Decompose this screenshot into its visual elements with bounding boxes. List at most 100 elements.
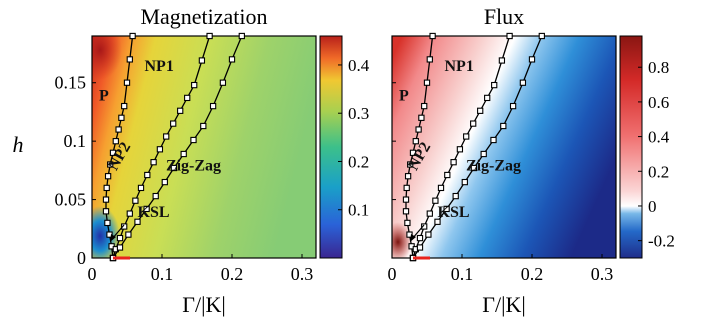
boundary-marker	[170, 120, 177, 127]
boundary-marker	[461, 178, 468, 186]
boundary-marker	[412, 138, 419, 145]
boundary-marker	[538, 32, 545, 40]
x-tick-label: 0.3	[591, 264, 614, 284]
boundary-marker	[144, 171, 151, 179]
flux-axes-frame	[391, 35, 617, 259]
y-tick-label: 0	[77, 248, 86, 268]
boundary-marker	[425, 231, 432, 238]
flux-high-region	[392, 222, 412, 258]
magnetization-phase-boundaries	[102, 32, 245, 262]
region-label-ksl: KSL	[438, 204, 470, 221]
boundary-marker	[104, 219, 111, 227]
x-tick-label: 0.1	[451, 264, 474, 284]
boundary-marker	[116, 244, 124, 251]
boundary-marker	[480, 150, 487, 158]
flux-xlabel: Γ/|K|	[482, 292, 526, 317]
x-tick-label: 0.2	[521, 264, 544, 284]
boundary-marker	[416, 244, 424, 251]
boundary-marker	[491, 81, 498, 89]
boundary-marker	[112, 138, 119, 145]
boundary-marker	[115, 126, 122, 133]
boundary-marker	[484, 94, 491, 102]
region-label-ksl: KSL	[138, 204, 170, 221]
boundary-marker	[490, 136, 497, 144]
boundary-marker	[426, 210, 433, 217]
boundary-marker	[198, 57, 206, 64]
colorbar-tick-label: 0.3	[348, 104, 369, 123]
y-tick-label: 0.05	[55, 190, 87, 210]
boundary-marker	[102, 196, 110, 203]
flux-x-ticks: 0 0.1 0.2 0.3	[388, 254, 614, 284]
y-tick-label: 0.15	[55, 73, 87, 93]
boundary-marker	[403, 184, 410, 192]
boundary-marker	[132, 197, 139, 204]
region-label-p: P	[99, 87, 109, 104]
boundary-marker	[184, 94, 191, 102]
boundary-marker	[106, 231, 113, 238]
boundary-marker	[421, 223, 428, 230]
flux-heatmap	[392, 36, 616, 258]
boundary-marker	[415, 126, 422, 133]
magnetization-axes-frame	[91, 35, 317, 259]
boundary-marker	[423, 79, 431, 86]
boundary-marker	[429, 32, 436, 40]
colorbar-tick-label: 0.2	[348, 152, 369, 171]
boundary-marker	[177, 107, 184, 114]
boundary-marker	[190, 136, 197, 144]
boundary-marker	[143, 205, 150, 213]
boundary-marker	[238, 32, 245, 40]
x-tick-label: 0.1	[151, 264, 174, 284]
boundary-marker	[470, 164, 478, 172]
boundary-marker	[156, 146, 164, 153]
boundary-marker	[432, 197, 439, 204]
boundary-marker	[402, 196, 410, 203]
boundary-marker	[402, 208, 410, 215]
boundary-marker	[104, 173, 112, 180]
colorbar-tick-label: -0.2	[648, 232, 675, 251]
boundary-marker	[434, 218, 441, 225]
boundary-marker	[209, 102, 217, 110]
flux-y-ticks	[392, 82, 396, 259]
boundary-marker	[421, 102, 428, 110]
boundary-marker	[450, 159, 457, 166]
boundary-marker	[118, 114, 125, 121]
boundary-marker	[103, 184, 110, 192]
x-tick-label: 0	[388, 264, 397, 284]
colorbar-tick-label: 0.4	[648, 128, 670, 147]
boundary-marker	[416, 234, 424, 242]
boundary-marker	[126, 56, 133, 63]
region-label-np1: NP1	[145, 58, 174, 75]
region-label-zig-zag: Zig-Zag	[166, 157, 221, 174]
magnetization-colorbar	[319, 35, 343, 259]
boundary-marker	[219, 79, 227, 86]
boundary-marker	[444, 171, 451, 179]
boundary-marker	[409, 149, 417, 156]
region-label-p: P	[399, 87, 409, 104]
magnetization-ylabel: h	[13, 132, 24, 157]
boundary-marker	[123, 79, 131, 86]
boundary-marker	[404, 173, 412, 180]
boundary-marker	[477, 107, 484, 114]
y-tick-label: 0.1	[64, 131, 87, 151]
colorbar-tick-label: 0.4	[348, 56, 370, 75]
colorbar-tick-label: 0.6	[648, 93, 669, 112]
boundary-marker	[463, 133, 470, 140]
boundary-marker	[404, 219, 411, 227]
magnetization-high-region	[92, 36, 122, 80]
boundary-marker	[163, 133, 170, 140]
boundary-marker	[470, 120, 477, 127]
boundary-marker	[443, 205, 450, 213]
boundary-marker	[152, 192, 159, 200]
boundary-marker	[426, 56, 433, 63]
boundary-marker	[452, 192, 459, 200]
flux-title: Flux	[484, 4, 524, 29]
x-tick-label: 0	[88, 264, 97, 284]
magnetization-title: Magnetization	[140, 4, 267, 29]
boundary-marker	[500, 122, 507, 130]
boundary-marker	[161, 178, 168, 186]
magnetization-xlabel: Γ/|K|	[182, 292, 226, 317]
boundary-marker	[150, 159, 157, 166]
